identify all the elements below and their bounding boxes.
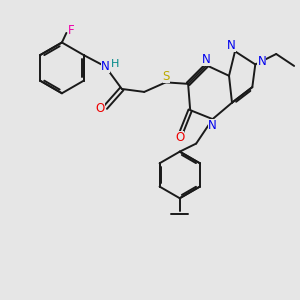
Text: S: S xyxy=(163,70,170,83)
Text: N: N xyxy=(227,39,236,52)
Text: N: N xyxy=(202,53,210,66)
Text: H: H xyxy=(111,58,119,69)
Text: N: N xyxy=(257,55,266,68)
Text: N: N xyxy=(208,118,216,132)
Text: O: O xyxy=(95,102,105,116)
Text: N: N xyxy=(101,60,110,73)
Text: F: F xyxy=(68,24,74,37)
Text: O: O xyxy=(175,131,184,144)
